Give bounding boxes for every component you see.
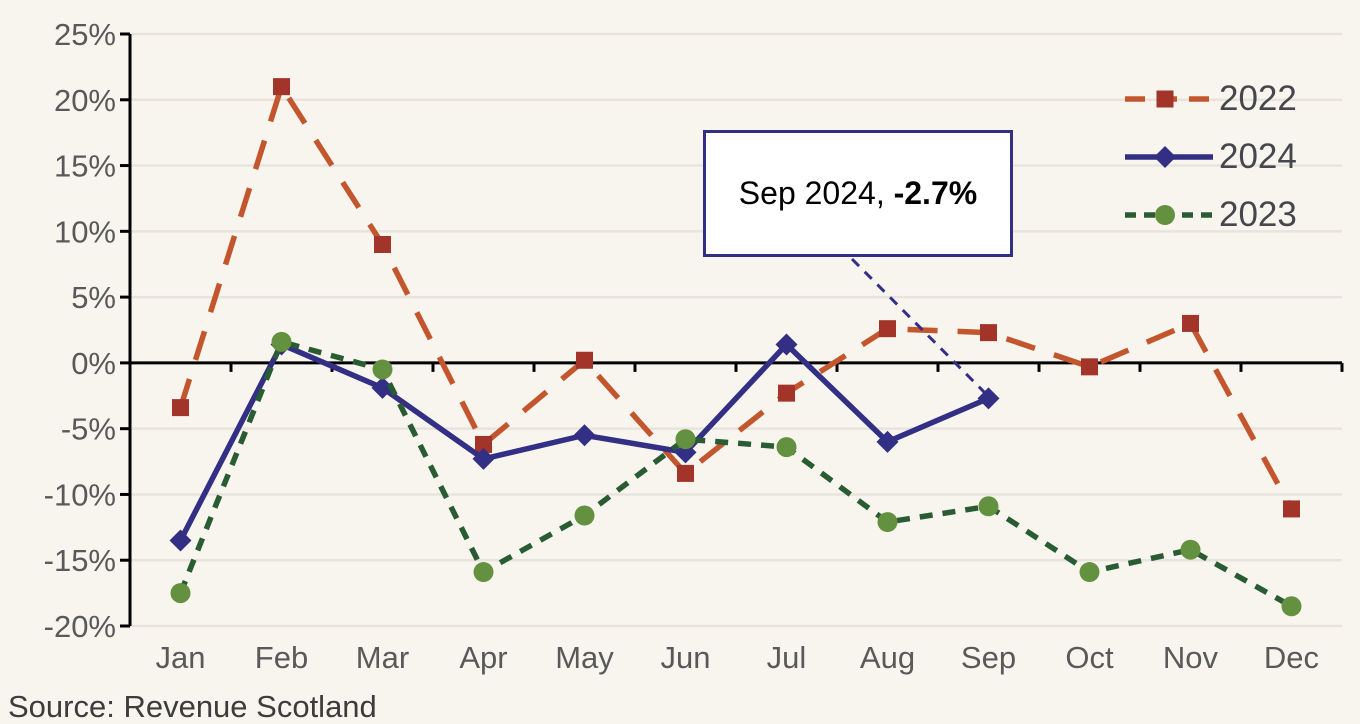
y-tick-label: 20% xyxy=(54,83,116,118)
x-tick-label: Dec xyxy=(1264,640,1319,675)
annotation-value: -2.7% xyxy=(893,175,978,211)
legend-label-2024: 2024 xyxy=(1219,137,1297,176)
data-point-square xyxy=(778,384,795,402)
legend-label-2023: 2023 xyxy=(1219,195,1297,234)
legend: 2022 2024 2023 xyxy=(1123,70,1297,244)
data-point-circle xyxy=(978,496,999,517)
data-point-square xyxy=(475,435,492,453)
data-point-circle xyxy=(372,359,393,380)
data-point-square xyxy=(374,235,391,253)
series-2023 xyxy=(170,331,1302,617)
data-point-circle xyxy=(877,512,898,533)
data-point-square xyxy=(677,464,694,482)
data-point-square xyxy=(576,351,593,369)
legend-item-2022: 2022 xyxy=(1123,70,1297,128)
x-tick-label: Sep xyxy=(961,640,1016,675)
x-tick-label: Nov xyxy=(1163,640,1219,675)
data-point-square xyxy=(273,78,290,96)
data-point-diamond xyxy=(573,424,596,447)
data-point-circle xyxy=(574,505,595,526)
data-point-circle xyxy=(776,437,797,458)
data-point-diamond xyxy=(876,430,899,453)
data-point-diamond xyxy=(1154,146,1176,168)
data-point-circle xyxy=(1281,596,1302,617)
data-point-circle xyxy=(170,583,191,604)
data-point-square xyxy=(879,320,896,338)
series-line-2023 xyxy=(177,338,1293,609)
legend-sample-line-2022 xyxy=(1123,81,1215,117)
y-tick-label: -15% xyxy=(44,543,116,578)
y-tick-label: -5% xyxy=(61,412,116,447)
x-tick-label: Jul xyxy=(767,640,807,675)
legend-sample-line-2024 xyxy=(1123,139,1215,175)
x-tick-label: Jan xyxy=(156,640,206,675)
legend-sample-svg xyxy=(1125,90,1213,108)
data-point-square xyxy=(172,399,189,417)
y-tick-label: -20% xyxy=(44,609,116,644)
x-tick-label: May xyxy=(555,640,614,675)
data-point-diamond xyxy=(169,529,192,552)
data-point-diamond xyxy=(775,333,798,356)
y-tick-label: -10% xyxy=(44,477,116,512)
y-tick-label: 15% xyxy=(54,149,116,184)
data-point-square xyxy=(1182,314,1199,332)
data-point-circle xyxy=(1155,205,1175,225)
legend-sample-svg xyxy=(1125,146,1213,168)
legend-label-2022: 2022 xyxy=(1219,79,1297,118)
data-point-diamond xyxy=(472,447,495,470)
data-point-circle xyxy=(1079,562,1100,583)
y-tick-label: 0% xyxy=(71,346,116,381)
data-point-circle xyxy=(473,562,494,583)
annotation-label: Sep 2024, xyxy=(738,175,894,211)
y-tick-label: 25% xyxy=(54,17,116,52)
x-tick-label: Jun xyxy=(661,640,711,675)
series-line-2022 xyxy=(177,80,1294,511)
data-point-square xyxy=(1081,358,1098,376)
legend-sample-line-2023 xyxy=(1123,197,1215,233)
y-tick-label: 10% xyxy=(54,214,116,249)
x-tick-label: Oct xyxy=(1065,640,1114,675)
data-point-circle xyxy=(271,331,292,352)
data-point-square xyxy=(1156,90,1174,108)
data-point-diamond xyxy=(977,387,1000,410)
data-point-diamond xyxy=(371,376,394,399)
x-tick-label: Mar xyxy=(356,640,409,675)
annotation-leader-line xyxy=(850,257,986,394)
data-point-circle xyxy=(675,429,696,450)
x-tick-label: Aug xyxy=(860,640,915,675)
annotation-callout: Sep 2024, -2.7% xyxy=(703,130,1013,257)
y-tick-label: 5% xyxy=(71,280,116,315)
data-point-square xyxy=(980,324,997,342)
x-tick-label: Apr xyxy=(459,640,507,675)
source-caption: Source: Revenue Scotland xyxy=(8,689,377,724)
legend-item-2023: 2023 xyxy=(1123,186,1297,244)
legend-sample-svg xyxy=(1125,205,1213,225)
x-tick-label: Feb xyxy=(255,640,308,675)
series-2022 xyxy=(172,78,1300,518)
legend-item-2024: 2024 xyxy=(1123,128,1297,186)
data-point-circle xyxy=(1180,539,1201,560)
data-point-square xyxy=(1283,500,1300,518)
